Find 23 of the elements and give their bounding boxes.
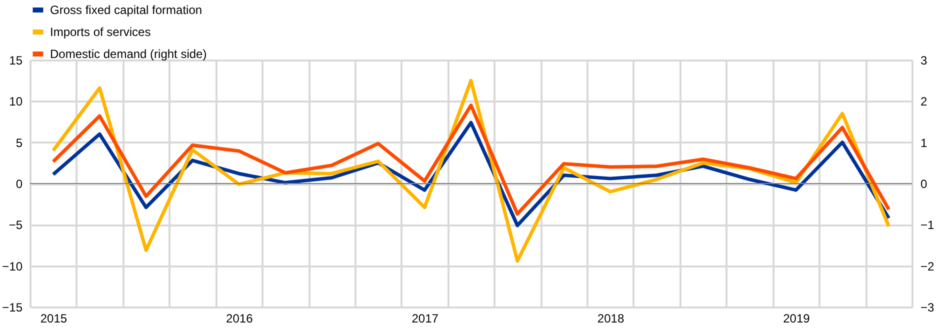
y2-tick-label: 0 — [920, 177, 928, 191]
legend-label: Imports of services — [50, 25, 151, 39]
y-tick-label: 10 — [9, 94, 23, 109]
line-series — [51, 104, 891, 216]
x-tick-label: 2018 — [597, 312, 624, 326]
y2-tick-label: −2 — [920, 259, 935, 274]
x-tick-label: 2015 — [40, 312, 68, 326]
x-tick-label: 2016 — [226, 312, 254, 326]
y2-tick-label: −1 — [920, 218, 935, 232]
legend-label: Gross fixed capital formation — [50, 3, 202, 17]
x-tick-label: 2019 — [783, 312, 810, 326]
y-tick-label: −10 — [2, 259, 23, 274]
y-tick-label: 0 — [16, 177, 23, 191]
y2-tick-label: 1 — [920, 136, 928, 150]
y-tick-label: −5 — [8, 218, 23, 232]
y-tick-label: 5 — [16, 136, 23, 150]
y-tick-label: 15 — [9, 54, 23, 68]
y2-tick-label: 2 — [920, 94, 928, 109]
legend-label: Domestic demand (right side) — [50, 47, 207, 61]
y-tick-label: −15 — [2, 300, 23, 314]
x-tick-label: 2017 — [412, 312, 439, 326]
y2-tick-label: −3 — [920, 300, 935, 314]
y2-tick-label: 3 — [920, 54, 928, 68]
